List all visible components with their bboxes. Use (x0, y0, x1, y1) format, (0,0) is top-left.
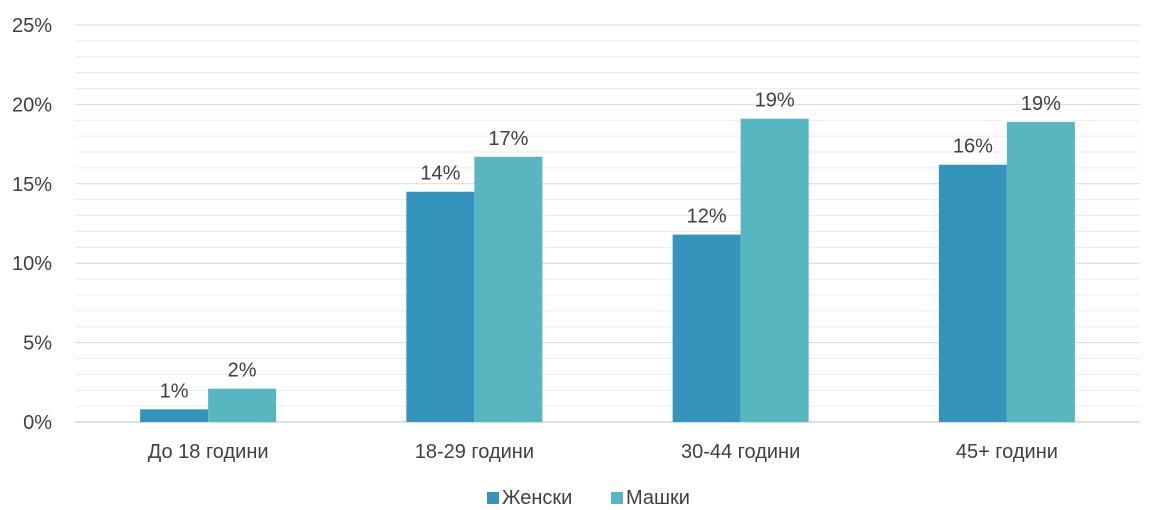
bar (740, 118, 809, 422)
category-label: 45+ години (956, 441, 1058, 463)
bar-value-label: 17% (488, 128, 528, 150)
bar (1006, 121, 1075, 423)
y-tick-label: 20% (12, 94, 52, 116)
bar (140, 409, 209, 422)
y-tick-label: 15% (12, 174, 52, 196)
bar-value-label: 16% (953, 136, 993, 158)
legend-label: Женски (502, 487, 572, 509)
legend-swatch (611, 492, 623, 504)
category-label: 18-29 години (415, 441, 534, 463)
legend: Женски Машки (487, 487, 690, 509)
bar-value-label: 1% (160, 380, 189, 402)
category-label: До 18 години (148, 441, 269, 463)
x-axis: До 18 години 18-29 години 30-44 години 45+ … (148, 441, 1058, 463)
y-tick-label: 0% (23, 412, 52, 434)
bar-value-label: 19% (1021, 93, 1061, 115)
y-tick-label: 5% (23, 333, 52, 355)
data-labels: 1% 2% 14% 17% 12% 19% 16% 19% (160, 90, 1061, 403)
bar (672, 234, 741, 422)
bar-value-label: 12% (687, 206, 727, 228)
bar-value-label: 19% (755, 90, 795, 112)
category-label: 30-44 години (681, 441, 800, 463)
bar (474, 156, 543, 422)
legend-label: Машки (626, 487, 690, 509)
bar (938, 164, 1007, 422)
bars (140, 118, 1075, 423)
y-tick-label: 25% (12, 15, 52, 37)
y-axis: 0% 5% 10% 15% 20% 25% (12, 15, 52, 434)
bar (208, 388, 277, 422)
legend-swatch (487, 492, 499, 504)
bar-value-label: 2% (228, 360, 257, 382)
bar (406, 191, 475, 422)
bar-value-label: 14% (420, 163, 460, 185)
y-tick-label: 10% (12, 253, 52, 275)
